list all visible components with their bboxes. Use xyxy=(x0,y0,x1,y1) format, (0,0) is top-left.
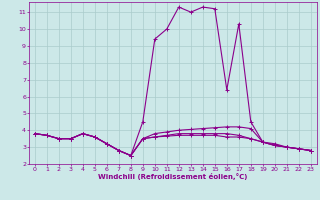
X-axis label: Windchill (Refroidissement éolien,°C): Windchill (Refroidissement éolien,°C) xyxy=(98,173,247,180)
